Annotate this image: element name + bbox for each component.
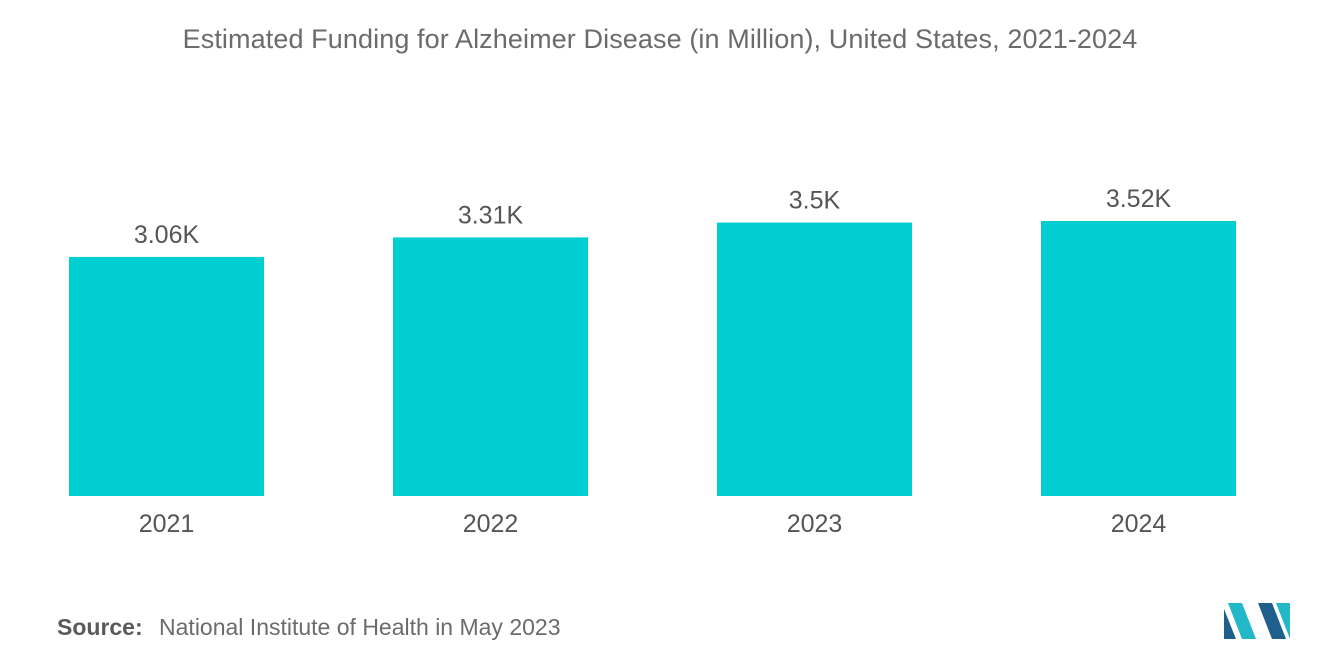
value-label-2021: 3.06K [134, 221, 200, 249]
value-label-2023: 3.5K [789, 187, 841, 215]
logo-part-left [1224, 609, 1236, 639]
x-tick-label-2022: 2022 [463, 510, 519, 538]
bar-2023 [717, 222, 912, 496]
x-tick-label-2021: 2021 [139, 510, 195, 538]
x-tick-label-2023: 2023 [787, 510, 843, 538]
chart-title: Estimated Funding for Alzheimer Disease … [182, 24, 1138, 54]
value-labels-group: 3.06K 3.31K 3.5K 3.52K [134, 185, 1172, 249]
source-label: Source: [57, 614, 143, 640]
bars-group [69, 221, 1236, 496]
bar-2024 [1041, 221, 1236, 496]
logo-part-mid-left [1228, 603, 1256, 639]
bar-2021 [69, 256, 264, 496]
source-text: National Institute of Health in May 2023 [159, 614, 561, 640]
source-note: Source: National Institute of Health in … [57, 614, 561, 641]
value-label-2024: 3.52K [1106, 185, 1172, 213]
mordor-intelligence-logo-icon [1224, 603, 1290, 639]
bar-chart: 3.06K 3.31K 3.5K 3.52K 2021 2022 2023 2024 [69, 185, 1236, 538]
bar-2022 [393, 237, 588, 496]
x-tick-label-2024: 2024 [1111, 510, 1167, 538]
x-axis-ticks-group: 2021 2022 2023 2024 [139, 510, 1167, 538]
logo-part-mid-right [1258, 603, 1286, 639]
logo-part-right [1276, 603, 1290, 639]
value-label-2022: 3.31K [458, 201, 524, 229]
